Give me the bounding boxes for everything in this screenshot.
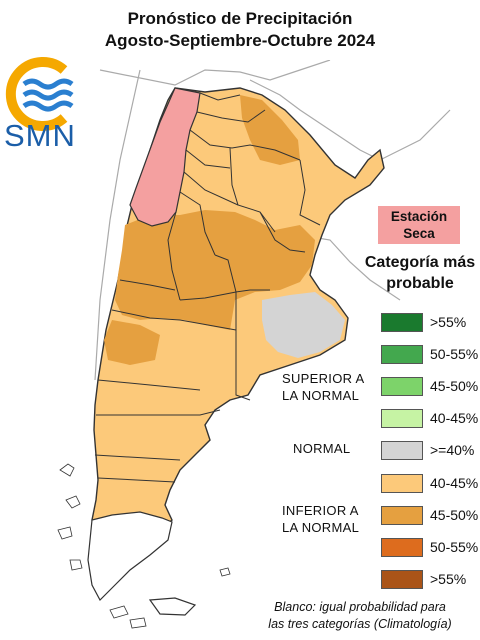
legend-title-line1: Categoría más (364, 254, 476, 271)
legend-swatch (381, 313, 423, 332)
legend-swatch (381, 570, 423, 589)
region-dark-orange-central (115, 210, 315, 330)
legend-swatch-label: 50-55% (430, 346, 479, 362)
legend-swatch-label: >55% (430, 571, 467, 587)
legend-group-superior: SUPERIOR A LA NORMAL (282, 370, 364, 404)
legend-swatch (381, 441, 423, 460)
province-borders (94, 92, 321, 483)
legend-swatch-label: 45-50% (430, 378, 479, 394)
legend-swatch (381, 538, 423, 557)
region-dark-orange-north (240, 95, 300, 165)
argentina-forecast-map (57, 60, 451, 629)
legend-swatch-label: 45-50% (430, 507, 479, 523)
region-normal-gray (262, 292, 345, 358)
map-title-line2: Agosto-Septiembre-Octubre 2024 (104, 31, 376, 50)
dry-season-box: Estación Seca (378, 206, 460, 244)
legend-swatch (381, 506, 423, 525)
legend-swatch-label: 40-45% (430, 475, 479, 491)
legend-swatch (381, 474, 423, 493)
legend-swatch (381, 409, 423, 428)
legend-group-superior-line2: LA NORMAL (282, 388, 360, 403)
legend-swatch (381, 377, 423, 396)
legend-group-normal: NORMAL (293, 441, 351, 456)
region-dark-orange-west (104, 320, 160, 365)
legend-swatch-label: >55% (430, 314, 467, 330)
legend-title-line2: probable (386, 275, 454, 292)
legend-swatch-label: >=40% (430, 442, 475, 458)
region-white-fuegia (148, 597, 197, 616)
legend-swatch-label: 50-55% (430, 539, 479, 555)
legend-group-inferior: INFERIOR A LA NORMAL (282, 502, 359, 536)
dry-season-line1: Estación (390, 209, 448, 224)
coast-islands (57, 463, 231, 629)
legend-swatch-label: 40-45% (430, 410, 479, 426)
smn-logo-text: SMN (4, 118, 76, 153)
region-dry-season (129, 87, 201, 227)
legend-group-inferior-line2: LA NORMAL (282, 520, 360, 535)
dry-season-line2: Seca (403, 226, 435, 241)
legend-title: Categoría más probable (350, 252, 480, 294)
region-white-south (87, 511, 173, 601)
legend-group-inferior-line1: INFERIOR A (282, 503, 359, 518)
footnote-line2: las tres categorías (Climatología) (268, 617, 452, 631)
map-title-line1: Pronóstico de Precipitación (127, 9, 353, 28)
smn-logo-icon (5, 57, 74, 131)
legend-swatch (381, 345, 423, 364)
footnote-line1: Blanco: igual probabilidad para (274, 600, 446, 614)
legend-group-superior-line1: SUPERIOR A (282, 371, 365, 386)
